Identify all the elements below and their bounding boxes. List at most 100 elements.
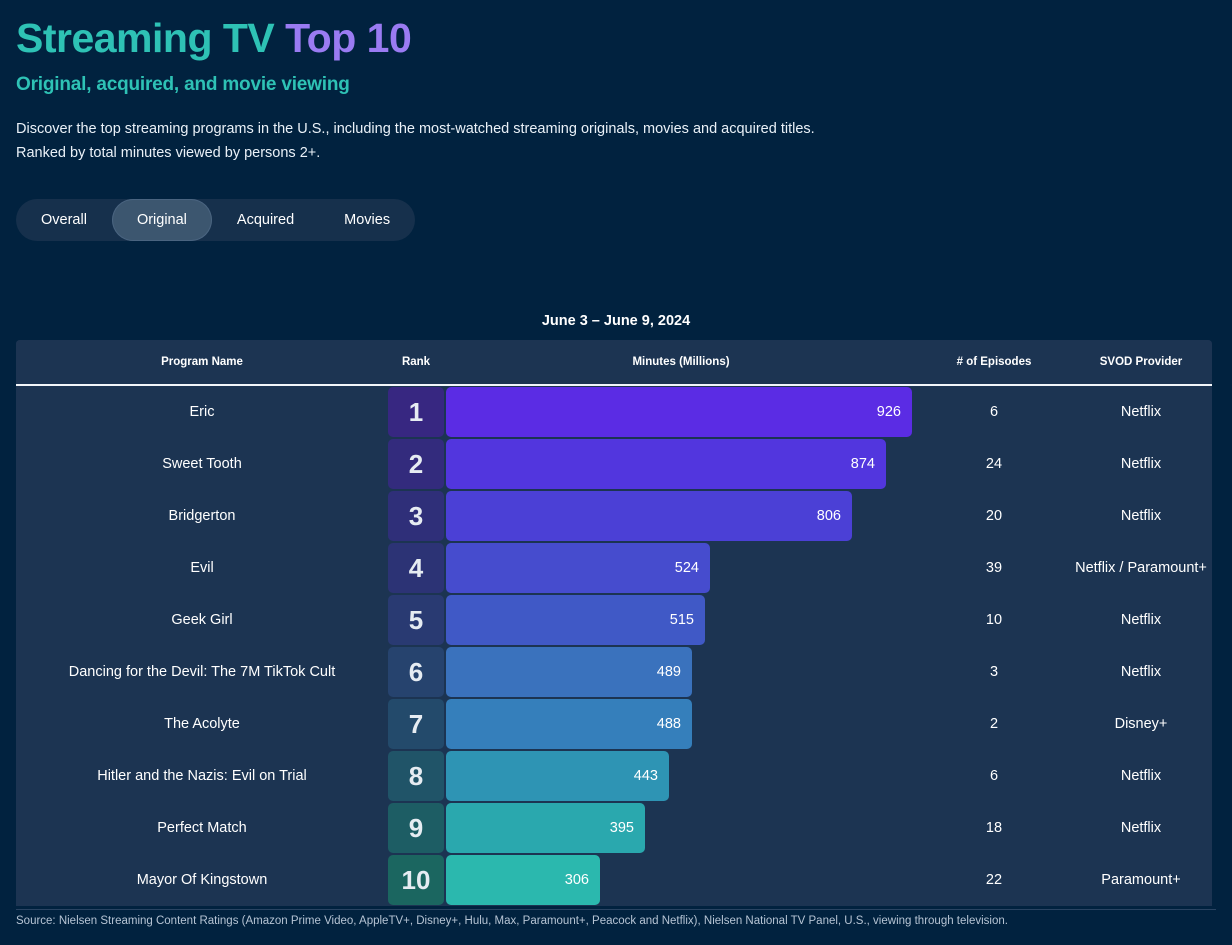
- minutes-value-label: 524: [674, 560, 699, 576]
- minutes-bar: 488: [446, 699, 692, 749]
- cell-svod-provider: Netflix: [1120, 820, 1162, 836]
- cell-program-name: The Acolyte: [164, 716, 240, 732]
- table-row: Mayor Of Kingstown 10 306 22 Paramount+: [16, 854, 1212, 906]
- cell-program-name: Sweet Tooth: [162, 456, 242, 472]
- minutes-value-label: 488: [656, 716, 681, 732]
- rank-badge: 3: [388, 491, 444, 541]
- column-header-minutes: Minutes (Millions): [632, 356, 730, 368]
- minutes-bar: 395: [446, 803, 645, 853]
- minutes-bar: 926: [446, 387, 912, 437]
- minutes-value-label: 443: [633, 768, 658, 784]
- table-row: Hitler and the Nazis: Evil on Trial 8 443 6…: [16, 750, 1212, 802]
- minutes-bar: 443: [446, 751, 669, 801]
- table-header-row: Program Name Rank Minutes (Millions) # of E…: [16, 340, 1212, 386]
- minutes-bar: 306: [446, 855, 600, 905]
- cell-svod-provider: Netflix: [1120, 508, 1162, 524]
- table-row: Dancing for the Devil: The 7M TikTok Cul…: [16, 646, 1212, 698]
- rank-badge: 2: [388, 439, 444, 489]
- minutes-bar-cell: 524: [444, 543, 918, 593]
- cell-episode-count: 18: [985, 820, 1003, 836]
- minutes-value-label: 395: [609, 820, 634, 836]
- minutes-bar: 489: [446, 647, 692, 697]
- minutes-bar: 524: [446, 543, 710, 593]
- table-row: Eric 1 926 6 Netflix: [16, 386, 1212, 438]
- page-title-primary: Streaming TV: [16, 15, 286, 61]
- rank-badge: 10: [388, 855, 444, 905]
- cell-program-name: Mayor Of Kingstown: [136, 872, 268, 888]
- minutes-bar-cell: 515: [444, 595, 918, 645]
- rank-badge: 9: [388, 803, 444, 853]
- cell-episode-count: 6: [989, 768, 999, 784]
- minutes-bar-cell: 926: [444, 387, 918, 437]
- cell-episode-count: 24: [985, 456, 1003, 472]
- column-header-program-name: Program Name: [161, 356, 243, 368]
- source-note: Source: Nielsen Streaming Content Rating…: [16, 909, 1216, 927]
- cell-svod-provider: Netflix: [1120, 404, 1162, 420]
- minutes-bar-cell: 306: [444, 855, 918, 905]
- tab-movies[interactable]: Movies: [344, 212, 391, 229]
- minutes-bar-cell: 489: [444, 647, 918, 697]
- minutes-value-label: 306: [564, 872, 589, 888]
- tab-overall[interactable]: Overall: [41, 212, 87, 229]
- table-row: Evil 4 524 39 Netflix / Paramount+: [16, 542, 1212, 594]
- minutes-bar: 515: [446, 595, 705, 645]
- cell-episode-count: 20: [985, 508, 1003, 524]
- rank-badge: 8: [388, 751, 444, 801]
- cell-program-name: Dancing for the Devil: The 7M TikTok Cul…: [68, 664, 336, 680]
- minutes-bar-cell: 488: [444, 699, 918, 749]
- table-row: The Acolyte 7 488 2 Disney+: [16, 698, 1212, 750]
- minutes-value-label: 926: [876, 404, 901, 420]
- cell-program-name: Hitler and the Nazis: Evil on Trial: [97, 768, 307, 784]
- minutes-bar-cell: 806: [444, 491, 918, 541]
- cell-program-name: Evil: [190, 560, 214, 576]
- rank-badge: 5: [388, 595, 444, 645]
- tab-acquired[interactable]: Acquired: [236, 212, 295, 229]
- table-row: Geek Girl 5 515 10 Netflix: [16, 594, 1212, 646]
- cell-episode-count: 6: [989, 404, 999, 420]
- column-header-provider: SVOD Provider: [1099, 356, 1183, 368]
- minutes-value-label: 874: [850, 456, 875, 472]
- minutes-bar: 874: [446, 439, 886, 489]
- cell-episode-count: 39: [985, 560, 1003, 576]
- minutes-value-label: 489: [656, 664, 681, 680]
- cell-svod-provider: Netflix / Paramount+: [1075, 560, 1207, 576]
- table-body: Eric 1 926 6 Netflix Sweet Tooth 2 874 24 Netflix…: [16, 386, 1212, 906]
- page-description: Discover the top streaming programs in t…: [16, 121, 815, 161]
- minutes-bar-cell: 395: [444, 803, 918, 853]
- cell-program-name: Bridgerton: [168, 508, 236, 524]
- cell-program-name: Geek Girl: [171, 612, 233, 628]
- cell-svod-provider: Paramount+: [1101, 872, 1181, 888]
- page-title-accent: Top 10: [285, 15, 412, 61]
- page-subtitle: Original, acquired, and movie viewing: [16, 74, 350, 96]
- cell-program-name: Perfect Match: [157, 820, 247, 836]
- rank-badge: 1: [388, 387, 444, 437]
- tab-group: Overall Original Acquired Movies: [16, 199, 416, 242]
- rank-badge: 6: [388, 647, 444, 697]
- cell-episode-count: 3: [989, 664, 999, 680]
- page-title: Streaming TV Top 10: [16, 16, 1232, 60]
- minutes-bar-cell: 874: [444, 439, 918, 489]
- column-header-rank: Rank: [401, 356, 431, 368]
- tabs-container: Overall Original Acquired Movies: [0, 199, 1232, 242]
- page-header: Streaming TV Top 10 Original, acquired, …: [0, 0, 1232, 165]
- cell-svod-provider: Netflix: [1120, 456, 1162, 472]
- top10-table: Program Name Rank Minutes (Millions) # of E…: [16, 340, 1212, 906]
- cell-svod-provider: Disney+: [1114, 716, 1168, 732]
- rank-badge: 7: [388, 699, 444, 749]
- cell-svod-provider: Netflix: [1120, 612, 1162, 628]
- tab-original[interactable]: Original: [111, 199, 212, 242]
- table-row: Bridgerton 3 806 20 Netflix: [16, 490, 1212, 542]
- column-header-episodes: # of Episodes: [956, 356, 1032, 368]
- cell-episode-count: 22: [985, 872, 1003, 888]
- date-range-caption: June 3 – June 9, 2024: [541, 313, 691, 329]
- cell-program-name: Eric: [189, 404, 215, 420]
- table-row: Sweet Tooth 2 874 24 Netflix: [16, 438, 1212, 490]
- table-row: Perfect Match 9 395 18 Netflix: [16, 802, 1212, 854]
- minutes-value-label: 806: [816, 508, 841, 524]
- cell-episode-count: 2: [989, 716, 999, 732]
- minutes-bar-cell: 443: [444, 751, 918, 801]
- rank-badge: 4: [388, 543, 444, 593]
- cell-svod-provider: Netflix: [1120, 664, 1162, 680]
- minutes-value-label: 515: [669, 612, 694, 628]
